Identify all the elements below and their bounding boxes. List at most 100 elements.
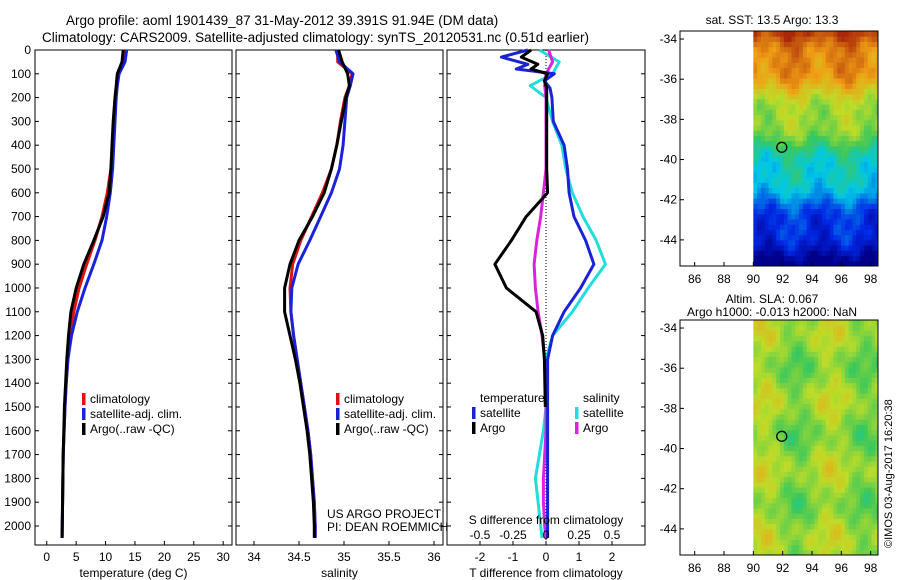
- sla-map-cell: [757, 466, 762, 472]
- sla-map-cell: [860, 361, 865, 368]
- sst-map-cell: [833, 161, 838, 168]
- sst-map-cell: [814, 234, 819, 241]
- sst-map-cell: [768, 88, 773, 95]
- sla-map-cell: [760, 455, 766, 462]
- sla-map-cell: [821, 398, 827, 405]
- sst-map-cell: [848, 51, 853, 58]
- sla-map-cell: [799, 419, 804, 425]
- sst-map-cell: [760, 172, 766, 178]
- sst-map-cell: [825, 88, 831, 95]
- sla-map-cell: [875, 461, 879, 467]
- sst-map-cell: [799, 166, 804, 173]
- sst-map-cell: [772, 156, 777, 163]
- sla-map-cell: [852, 440, 857, 446]
- sst-map-cell: [760, 31, 766, 37]
- sla-map-cell: [871, 393, 876, 399]
- sst-map-cell: [810, 151, 815, 157]
- sst-map-cell: [764, 219, 770, 225]
- sla-map-cell: [856, 502, 861, 509]
- sst-map-cell: [863, 130, 869, 136]
- sst-map-cell: [768, 260, 773, 267]
- sla-map-cell: [856, 367, 861, 373]
- sla-map-cell: [829, 471, 834, 478]
- sst-map-cell: [818, 234, 823, 241]
- sla-map-cell: [871, 330, 876, 337]
- sst-map-cell: [860, 119, 865, 126]
- sst-map-cell: [875, 62, 879, 69]
- sst-map-cell: [757, 67, 762, 74]
- sst-map-cell: [768, 208, 773, 215]
- sst-map-cell: [757, 78, 762, 84]
- sla-map-cell: [768, 523, 773, 530]
- sla-map-cell: [787, 461, 792, 467]
- sla-map-cell: [776, 518, 781, 525]
- sla-map-cell: [760, 471, 766, 478]
- sla-map-cell: [867, 440, 873, 446]
- sst-map-cell: [852, 36, 857, 42]
- temperature-legend-label: climatology: [90, 392, 150, 406]
- sla-map-cell: [753, 335, 758, 342]
- sst-map-cell: [764, 234, 770, 241]
- sst-map-cell: [772, 109, 777, 116]
- sst-map-cell: [772, 177, 777, 183]
- temperature-ytick-label: 1700: [4, 448, 31, 462]
- sst-map-cell: [875, 198, 879, 204]
- sla-map-cell: [768, 367, 773, 373]
- sla-map-cell: [841, 518, 846, 525]
- sla-map-cell: [875, 372, 879, 378]
- difference-salinity-legend-label: satellite: [583, 406, 624, 420]
- sst-map-cell: [776, 172, 781, 178]
- sst-map-cell: [837, 255, 842, 262]
- sla-map-cell: [875, 398, 879, 405]
- sla-map-cell: [852, 367, 857, 373]
- sst-map-cell: [844, 31, 850, 37]
- sst-map-cell: [844, 161, 850, 168]
- sst-map-cell: [753, 93, 758, 100]
- difference-salinity-satellite-line: [528, 48, 607, 539]
- sla-map-cell: [764, 346, 770, 352]
- sst-map-cell: [821, 46, 827, 53]
- sla-map-cell: [856, 372, 861, 378]
- sla-map-cell: [806, 544, 812, 551]
- sst-map-cell: [841, 67, 846, 74]
- sla-map-cell: [863, 440, 869, 446]
- sst-map-cell: [768, 114, 773, 121]
- sst-map-cell: [810, 234, 815, 241]
- sst-map-cell: [757, 41, 762, 48]
- sla-map-cell: [780, 403, 785, 410]
- sla-map-cell: [768, 387, 773, 394]
- sla-map-cell: [844, 424, 850, 431]
- sla-map-cell: [799, 382, 804, 389]
- sst-map-cell: [821, 88, 827, 95]
- sla-map-cell: [844, 455, 850, 462]
- sla-map-cell: [772, 398, 777, 405]
- sst-map-cell: [867, 51, 873, 58]
- sst-map-cell: [841, 245, 846, 251]
- sst-map-cell: [821, 130, 827, 136]
- sst-map-cell: [837, 51, 842, 58]
- sla-map-cell: [802, 356, 808, 363]
- sst-map-cell: [806, 78, 812, 84]
- sst-map-cell: [848, 109, 853, 116]
- sst-map-cell: [776, 250, 781, 257]
- sst-map-cell: [844, 114, 850, 121]
- sst-map-cell: [821, 203, 827, 210]
- sst-map-cell: [776, 125, 781, 131]
- sst-map-cell: [806, 229, 812, 236]
- sst-map-cell: [810, 31, 815, 37]
- sst-map-cell: [810, 255, 815, 262]
- sla-map-cell: [787, 387, 792, 394]
- sla-map-cell: [871, 440, 876, 446]
- sla-map-cell: [821, 523, 827, 530]
- sst-map-cell: [863, 62, 869, 69]
- sla-map-cell: [833, 492, 838, 499]
- sla-map-cell: [844, 351, 850, 358]
- sla-map-cell: [821, 497, 827, 504]
- sst-map-cell: [757, 135, 762, 142]
- sst-map-cell: [799, 62, 804, 69]
- sla-map-cell: [875, 528, 879, 535]
- sst-map-cell: [837, 67, 842, 74]
- sla-map-cell: [806, 398, 812, 405]
- sla-map-cell: [825, 450, 831, 457]
- sst-map-cell: [760, 224, 766, 230]
